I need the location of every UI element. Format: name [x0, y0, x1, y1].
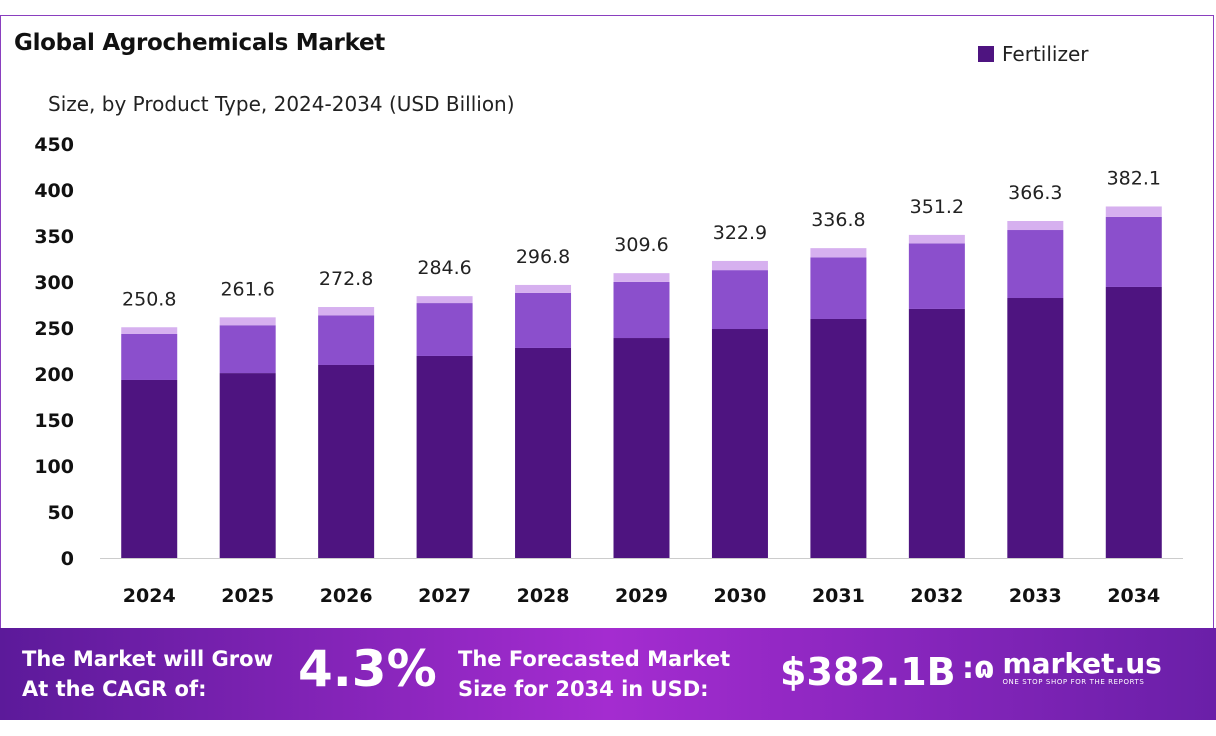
bar-segment-3	[810, 248, 867, 258]
x-tick-label: 2031	[812, 585, 865, 607]
y-tick-label: 50	[48, 502, 74, 524]
forecast-value: $382.1B	[780, 650, 956, 694]
bar-segment-3	[515, 284, 572, 293]
data-label: 322.9	[713, 222, 767, 244]
bar-segment-1	[613, 338, 670, 558]
bar-segment-2	[613, 281, 670, 339]
data-label: 309.6	[614, 234, 668, 256]
bar-segment-3	[219, 317, 276, 326]
bar-segment-3	[1105, 206, 1162, 217]
cagr-label-line2: At the CAGR of:	[22, 677, 207, 701]
y-tick-label: 400	[34, 180, 74, 202]
bar-segment-3	[908, 234, 965, 244]
y-tick-label: 200	[34, 364, 74, 386]
bar-segment-1	[810, 318, 867, 558]
cagr-label: The Market will Grow At the CAGR of:	[22, 644, 273, 704]
data-label: 382.1	[1107, 167, 1161, 189]
bar-segment-2	[711, 270, 768, 330]
bar-segment-2	[1105, 216, 1162, 287]
bar-segment-2	[810, 257, 867, 319]
bar-segment-3	[711, 260, 768, 271]
bar-segment-2	[908, 243, 965, 309]
bar-segment-3	[416, 296, 473, 304]
data-label: 272.8	[319, 268, 373, 290]
cagr-value: 4.3%	[298, 640, 437, 698]
brand-logo: :ɷ market.us ONE STOP SHOP FOR THE REPOR…	[962, 647, 1162, 687]
bar-segment-1	[1105, 286, 1162, 558]
bar-segment-1	[219, 373, 276, 558]
x-tick-label: 2025	[221, 585, 274, 607]
data-label: 296.8	[516, 246, 570, 268]
bar-segment-1	[416, 355, 473, 558]
legend-label-fertilizer: Fertilizer	[1002, 42, 1089, 66]
x-tick-label: 2032	[910, 585, 963, 607]
x-tick-label: 2030	[714, 585, 767, 607]
y-tick-label: 350	[34, 226, 74, 248]
y-tick-label: 250	[34, 318, 74, 340]
bar-segment-1	[908, 308, 965, 558]
x-tick-label: 2033	[1009, 585, 1062, 607]
data-label: 250.8	[122, 288, 176, 310]
legend: Fertilizer	[978, 42, 1088, 66]
bar-segment-3	[613, 273, 670, 282]
chart-frame	[0, 15, 1214, 720]
brand-name: market.us	[1002, 647, 1162, 680]
brand-tagline: ONE STOP SHOP FOR THE REPORTS	[1002, 678, 1145, 686]
bar-segment-2	[219, 325, 276, 374]
data-label: 366.3	[1008, 182, 1062, 204]
footer-banner: The Market will Grow At the CAGR of: 4.3…	[0, 628, 1216, 720]
x-tick-label: 2026	[320, 585, 373, 607]
bar-segment-1	[121, 379, 178, 558]
bar-segment-2	[121, 333, 178, 380]
bar-segment-1	[318, 364, 375, 558]
bar-segment-3	[121, 327, 178, 334]
brand-mark-icon: :ɷ	[962, 650, 995, 686]
y-tick-label: 450	[34, 134, 74, 156]
data-label: 284.6	[417, 257, 471, 279]
bar-segment-2	[515, 292, 572, 348]
y-tick-label: 150	[34, 410, 74, 432]
bar-segment-2	[1007, 230, 1064, 299]
bar-segment-1	[1007, 298, 1064, 558]
forecast-label: The Forecasted Market Size for 2034 in U…	[458, 644, 730, 704]
chart-subtitle: Size, by Product Type, 2024-2034 (USD Bi…	[48, 92, 515, 116]
legend-swatch-fertilizer	[978, 46, 994, 62]
bar-segment-3	[1007, 221, 1064, 231]
x-tick-label: 2027	[418, 585, 471, 607]
x-tick-label: 2034	[1107, 585, 1160, 607]
y-tick-label: 300	[34, 272, 74, 294]
bar-chart: 0 50 100 150 200 250 300 350 400 450 250.8 2024 261.…	[34, 134, 1183, 607]
x-tick-label: 2029	[615, 585, 668, 607]
forecast-label-line1: The Forecasted Market	[458, 647, 731, 671]
data-label: 336.8	[811, 209, 865, 231]
bar-segment-1	[711, 329, 768, 558]
bar-segment-2	[416, 303, 473, 356]
y-tick-label: 0	[61, 548, 74, 570]
forecast-label-line2: Size for 2034 in USD:	[458, 677, 709, 701]
cagr-label-line1: The Market will Grow	[22, 647, 273, 671]
bar-segment-1	[515, 347, 572, 558]
data-label: 261.6	[220, 278, 274, 300]
data-label: 351.2	[910, 196, 964, 218]
chart-title: Global Agrochemicals Market	[14, 30, 385, 56]
bar-segment-3	[318, 307, 375, 316]
x-tick-label: 2028	[517, 585, 570, 607]
bar-segment-2	[318, 315, 375, 365]
x-tick-label: 2024	[123, 585, 176, 607]
y-tick-label: 100	[34, 456, 74, 478]
